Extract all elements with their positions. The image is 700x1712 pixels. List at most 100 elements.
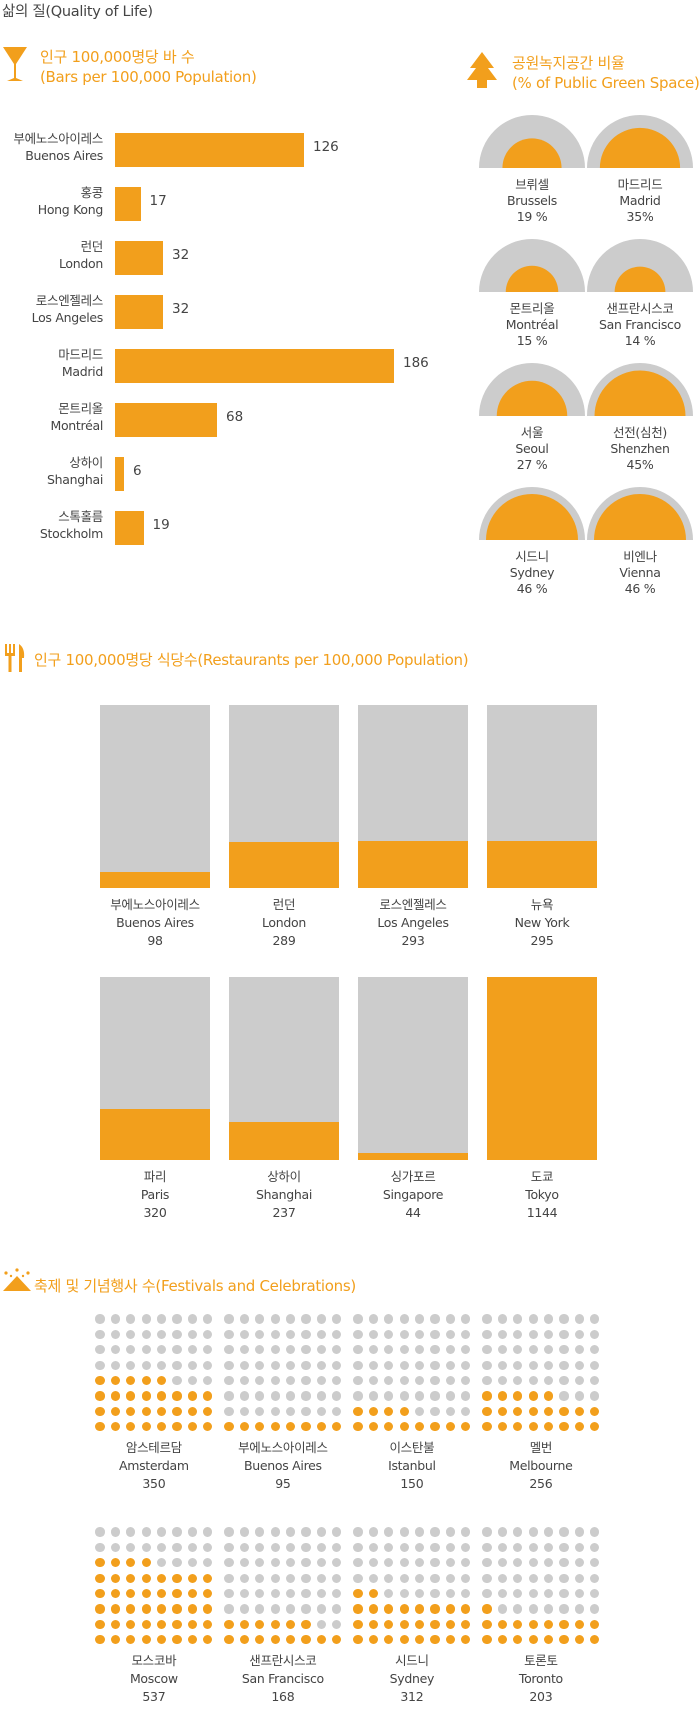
restaurant-label-en: Shanghai (255, 1187, 313, 1202)
festival-dot (430, 1422, 440, 1432)
festival-dot (574, 1345, 584, 1355)
festival-dot (430, 1619, 440, 1629)
festival-dot (95, 1527, 105, 1537)
festival-dot (461, 1589, 471, 1599)
green-title-en: (% of Public Green Space) (512, 74, 700, 92)
bar-label-en: Buenos Aires (25, 148, 103, 163)
festival-dot (513, 1619, 523, 1629)
festival-dot (528, 1604, 538, 1614)
festival-dot (332, 1619, 342, 1629)
green-label-ko: 마드리드 (617, 177, 663, 192)
festival-dot (187, 1314, 197, 1324)
restaurant-label-ko: 파리 (143, 1169, 167, 1184)
festival-dot (368, 1329, 378, 1339)
festival-dot (445, 1635, 455, 1645)
festival-dot (110, 1329, 120, 1339)
festival-dot (187, 1619, 197, 1629)
festival-dot (141, 1527, 151, 1537)
festival-dot (301, 1558, 311, 1568)
festival-dot (384, 1376, 394, 1386)
festival-dot (255, 1542, 265, 1552)
festival-dot (203, 1527, 213, 1537)
festival-dot (590, 1329, 600, 1339)
festival-dot (187, 1345, 197, 1355)
festival-dot (332, 1527, 342, 1537)
festival-dot (224, 1422, 234, 1432)
festival-dot (157, 1329, 167, 1339)
festival-dot (187, 1422, 197, 1432)
festival-dot (157, 1589, 167, 1599)
festival-dot (270, 1391, 280, 1401)
festival-dot (239, 1573, 249, 1583)
festival-dot (544, 1573, 554, 1583)
festival-dot (353, 1635, 363, 1645)
festival-dot (399, 1604, 409, 1614)
festival-dot (399, 1391, 409, 1401)
green-share-fill (486, 494, 578, 540)
festival-dot (430, 1406, 440, 1416)
festival-dot (172, 1542, 182, 1552)
festival-dot (286, 1422, 296, 1432)
festival-dot (590, 1422, 600, 1432)
festival-dot (574, 1376, 584, 1386)
festival-dot (187, 1527, 197, 1537)
festival-label-ko: 멜번 (529, 1439, 553, 1455)
festival-dot (574, 1314, 584, 1324)
festival-dot (172, 1527, 182, 1537)
festival-dot (384, 1558, 394, 1568)
festival-dot (270, 1635, 280, 1645)
festival-dot (574, 1406, 584, 1416)
festival-dot (384, 1589, 394, 1599)
festival-dot (528, 1635, 538, 1645)
festival-dot (157, 1527, 167, 1537)
festival-dot (574, 1527, 584, 1537)
festival-dot (224, 1345, 234, 1355)
festival-dot (399, 1589, 409, 1599)
festival-dot (203, 1573, 213, 1583)
festival-dot (513, 1573, 523, 1583)
festival-dot (399, 1376, 409, 1386)
green-value: 46 % (516, 581, 548, 596)
festival-dot (224, 1527, 234, 1537)
festival-dot (301, 1573, 311, 1583)
restaurant-label-ko: 뉴욕 (530, 897, 554, 912)
festival-dot (430, 1558, 440, 1568)
festival-dot (482, 1604, 492, 1614)
festival-dot (172, 1619, 182, 1629)
festival-dot (110, 1391, 120, 1401)
festival-dot (301, 1635, 311, 1645)
festival-dot (239, 1422, 249, 1432)
festival-dot (187, 1376, 197, 1386)
festival-dot (368, 1314, 378, 1324)
festival-dot (482, 1589, 492, 1599)
festival-dot (497, 1422, 507, 1432)
festival-dot (239, 1635, 249, 1645)
festival-dot (445, 1619, 455, 1629)
festival-dot (286, 1314, 296, 1324)
festival-dot (141, 1360, 151, 1370)
festival-dot (574, 1360, 584, 1370)
festival-dot (332, 1345, 342, 1355)
festival-dot (482, 1573, 492, 1583)
festival-dot (95, 1422, 105, 1432)
bars-title-ko: 인구 100,000명당 바 수 (40, 48, 195, 66)
festival-dot (497, 1558, 507, 1568)
festival-dot (368, 1422, 378, 1432)
festival-dot (482, 1635, 492, 1645)
bar (115, 133, 304, 167)
festival-dot (157, 1558, 167, 1568)
festival-dot (332, 1604, 342, 1614)
festival-dot (110, 1558, 120, 1568)
festival-dot (497, 1573, 507, 1583)
festival-dot (332, 1406, 342, 1416)
bars-title-en: (Bars per 100,000 Population) (40, 68, 257, 86)
festival-dot (126, 1314, 136, 1324)
festival-dot (270, 1527, 280, 1537)
green-share-fill (594, 370, 686, 416)
festival-dot (224, 1619, 234, 1629)
restaurant-fill (487, 977, 597, 1160)
festival-dot (590, 1314, 600, 1324)
festival-dot (353, 1422, 363, 1432)
green-space-semicircle (587, 487, 693, 540)
festival-label-ko: 샌프란시스코 (249, 1652, 317, 1668)
